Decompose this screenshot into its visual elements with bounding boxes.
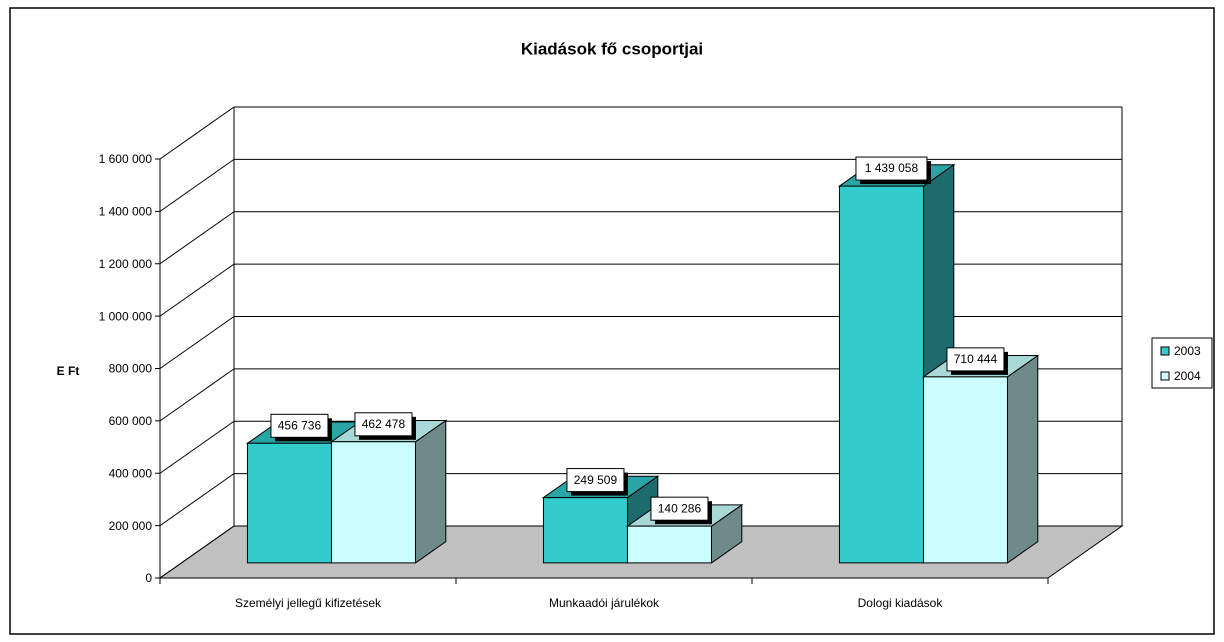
legend-label: 2004 xyxy=(1174,369,1201,383)
value-label: 710 444 xyxy=(954,352,998,366)
value-label-box xyxy=(650,496,709,521)
side-grid-line xyxy=(159,473,235,527)
y-tick-label: 800 000 xyxy=(109,362,153,376)
bar-side xyxy=(1006,354,1039,564)
value-label: 1 439 058 xyxy=(865,161,919,175)
y-tick-label: 200 000 xyxy=(109,519,153,533)
side-grid-line xyxy=(159,158,235,212)
bar xyxy=(330,441,416,564)
y-tick-label: 1 600 000 xyxy=(99,152,153,166)
x-tick-label: Munkaadói járulékok xyxy=(549,596,660,610)
side-grid-line xyxy=(159,316,235,369)
y-axis-label: E Ft xyxy=(57,364,80,378)
legend-swatch xyxy=(1160,371,1170,381)
value-label: 462 478 xyxy=(362,417,406,431)
y-tick-label: 1 000 000 xyxy=(99,309,153,323)
y-tick-label: 600 000 xyxy=(109,414,153,428)
value-label-box xyxy=(946,347,1005,372)
y-tick-label: 1 200 000 xyxy=(99,257,153,271)
value-label-box xyxy=(270,413,329,438)
side-grid-line xyxy=(159,263,235,317)
value-label: 249 509 xyxy=(574,473,618,487)
bar xyxy=(246,442,332,564)
bar xyxy=(626,525,712,564)
side-grid-line xyxy=(159,368,235,422)
x-tick-label: Személyi jellegű kifizetések xyxy=(235,596,382,610)
bar xyxy=(922,376,1008,564)
side-grid-line xyxy=(159,525,235,579)
y-tick-label: 0 xyxy=(145,571,152,585)
value-label: 456 736 xyxy=(278,418,322,432)
x-tick-label: Dologi kiadások xyxy=(858,596,944,610)
side-grid-line xyxy=(159,211,235,265)
side-grid-line xyxy=(159,420,235,474)
y-tick-label: 1 400 000 xyxy=(99,205,153,219)
value-label-box xyxy=(855,156,928,181)
bar xyxy=(542,497,628,564)
legend-label: 2003 xyxy=(1174,344,1201,358)
chart-title: Kiadások fő csoportjai xyxy=(521,39,703,58)
value-label-box xyxy=(566,468,625,493)
value-label-box xyxy=(354,412,413,437)
side-grid-line xyxy=(159,106,235,160)
y-tick-label: 400 000 xyxy=(109,466,153,480)
legend-swatch xyxy=(1160,346,1170,356)
bar-side xyxy=(414,419,447,564)
bar xyxy=(838,185,924,564)
value-label: 140 286 xyxy=(658,501,702,515)
